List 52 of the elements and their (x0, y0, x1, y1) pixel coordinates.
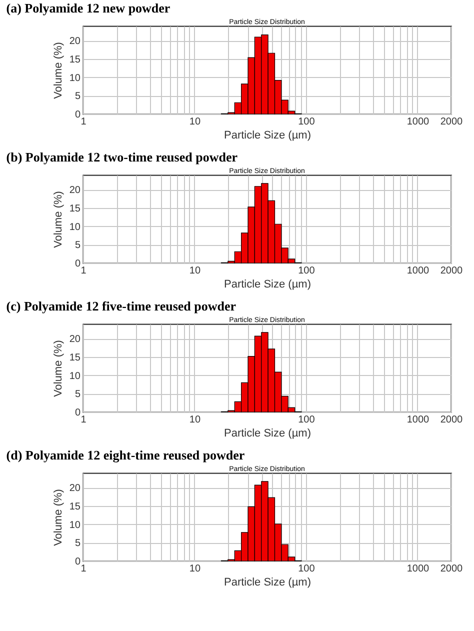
y-tick-label: 15 (69, 204, 81, 214)
chart-title: (c) Polyamide 12 five-time reused powder (6, 298, 236, 314)
y-axis-title: Volume (%) (52, 191, 64, 248)
x-axis-title: Particle Size (µm) (224, 278, 312, 290)
x-tick-label: 1 (80, 266, 87, 276)
y-tick-label: 20 (69, 36, 81, 48)
x-axis-title: Particle Size (µm) (224, 428, 312, 440)
x-tick-label: 2000 (440, 266, 464, 276)
y-tick-label: 20 (69, 483, 81, 494)
y-tick-label: 10 (69, 222, 81, 233)
x-tick-label: 10 (189, 266, 201, 276)
x-tick-label: 1000 (406, 266, 430, 276)
x-axis-title: Particle Size (µm) (224, 576, 312, 588)
y-tick-label: 10 (69, 72, 81, 84)
y-tick-label: 0 (74, 408, 81, 418)
x-tick-label: 1 (80, 116, 87, 128)
chart-title: (d) Polyamide 12 eight-time reused powder (6, 447, 245, 462)
x-tick-label: 100 (298, 266, 316, 276)
x-tick-label: 1000 (406, 414, 430, 426)
y-tick-label: 15 (69, 502, 81, 512)
x-tick-label: 2000 (440, 564, 464, 574)
y-axis-title: Volume (%) (52, 42, 64, 99)
x-tick-label: 100 (298, 414, 316, 426)
y-tick-label: 10 (69, 370, 81, 382)
x-tick-label: 100 (298, 116, 316, 128)
x-tick-label: 1 (80, 414, 87, 426)
x-tick-label: 2000 (440, 414, 464, 426)
y-tick-label: 0 (74, 110, 81, 120)
x-tick-label: 1 (80, 564, 87, 574)
y-tick-label: 5 (74, 240, 81, 252)
x-tick-label: 1000 (406, 564, 430, 574)
x-tick-label: 2000 (440, 116, 464, 128)
x-tick-label: 1000 (406, 116, 430, 128)
x-tick-label: 10 (189, 564, 201, 574)
y-tick-label: 5 (74, 91, 81, 102)
y-axis-title: Volume (%) (52, 489, 64, 546)
chart-title: (b) Polyamide 12 two-time reused powder (6, 149, 238, 164)
x-axis-title: Particle Size (µm) (224, 130, 312, 142)
y-axis-title: Volume (%) (52, 340, 64, 397)
y-tick-label: 15 (69, 54, 81, 66)
y-tick-label: 5 (74, 538, 81, 550)
y-tick-label: 20 (69, 334, 81, 346)
y-tick-label: 10 (69, 520, 81, 531)
y-tick-label: 0 (74, 556, 81, 568)
y-tick-label: 0 (74, 258, 81, 270)
y-tick-label: 15 (69, 352, 81, 364)
x-tick-label: 10 (189, 414, 201, 426)
y-tick-label: 20 (69, 185, 81, 196)
chart-title: (a) Polyamide 12 new powder (6, 0, 170, 16)
y-tick-label: 5 (74, 389, 81, 400)
x-tick-label: 10 (189, 116, 201, 128)
x-tick-label: 100 (298, 564, 316, 574)
